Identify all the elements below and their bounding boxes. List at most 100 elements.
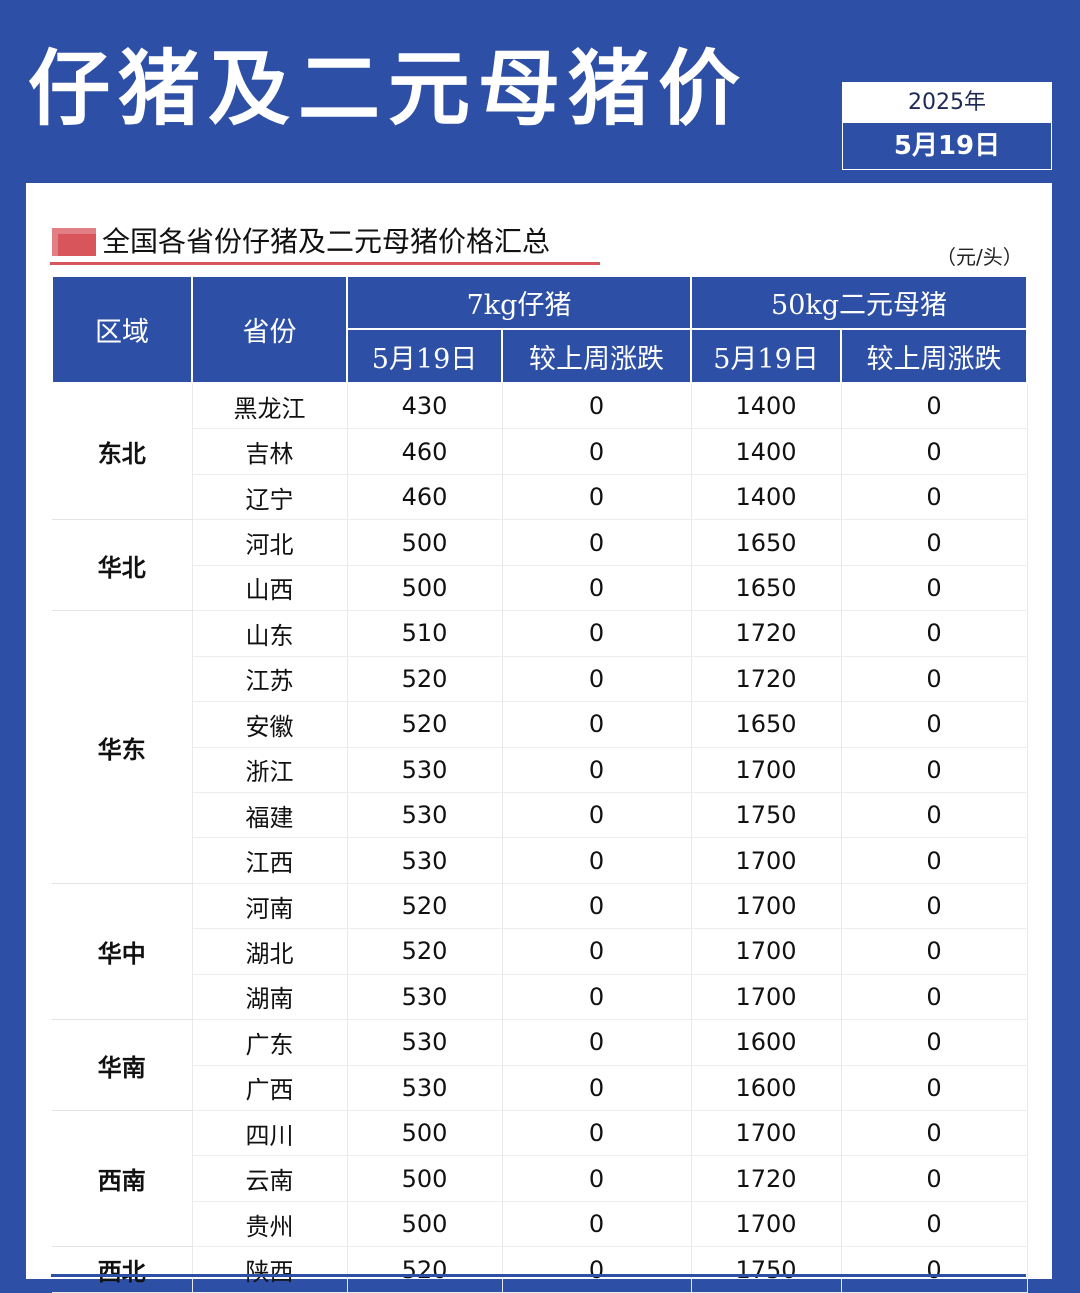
piglet-change-cell: 0 bbox=[502, 656, 692, 703]
table-body: 东北 黑龙江 430 0 1400 0 吉林 460 0 1400 0 辽宁 460 0 1400 0 华北 河北… bbox=[52, 383, 1028, 1293]
header-sow-group: 50kg二元母猪 bbox=[690, 275, 1029, 330]
piglet-change-cell: 0 bbox=[502, 474, 692, 521]
sow-cell: 1700 bbox=[691, 1110, 842, 1157]
piglet-cell: 500 bbox=[347, 1110, 503, 1157]
piglet-change-cell: 0 bbox=[502, 1155, 692, 1202]
sow-change-cell: 0 bbox=[841, 1019, 1028, 1066]
sow-cell: 1700 bbox=[691, 747, 842, 793]
province-cell: 安徽 bbox=[192, 701, 348, 748]
sow-change-cell: 0 bbox=[841, 474, 1028, 521]
sow-change-cell: 0 bbox=[841, 610, 1028, 657]
sow-cell: 1400 bbox=[691, 383, 842, 430]
table-row: 江西 530 0 1700 0 bbox=[52, 837, 1028, 884]
price-table: 区域 省份 7kg仔猪 50kg二元母猪 5月19日 较上周涨跌 5月19日 较… bbox=[51, 275, 1029, 1293]
table-row: 安徽 520 0 1650 0 bbox=[52, 701, 1028, 748]
piglet-change-cell: 0 bbox=[502, 747, 692, 793]
sow-change-cell: 0 bbox=[841, 1110, 1028, 1157]
table-row: 东北 黑龙江 430 0 1400 0 bbox=[52, 383, 1028, 521]
region-cell: 西北 bbox=[52, 1246, 193, 1293]
sow-change-cell: 0 bbox=[841, 928, 1028, 975]
province-cell: 广东 bbox=[192, 1019, 348, 1066]
province-cell: 黑龙江 bbox=[192, 383, 348, 430]
table-row: 华南 广东 530 0 1600 0 bbox=[52, 1019, 1028, 1111]
sow-cell: 1400 bbox=[691, 474, 842, 521]
piglet-cell: 510 bbox=[347, 610, 503, 657]
piglet-cell: 520 bbox=[347, 883, 503, 930]
header-piglet-change: 较上周涨跌 bbox=[500, 328, 693, 384]
piglet-cell: 500 bbox=[347, 1201, 503, 1248]
table-bottom-rule bbox=[51, 1274, 1026, 1277]
sow-change-cell: 0 bbox=[841, 701, 1028, 748]
sow-cell: 1650 bbox=[691, 565, 842, 612]
header-piglet-date: 5月19日 bbox=[346, 328, 503, 384]
table-row: 山西 500 0 1650 0 bbox=[52, 565, 1028, 612]
sow-change-cell: 0 bbox=[841, 747, 1028, 793]
sow-cell: 1700 bbox=[691, 1201, 842, 1248]
table-row: 吉林 460 0 1400 0 bbox=[52, 428, 1028, 475]
table-row: 湖北 520 0 1700 0 bbox=[52, 928, 1028, 975]
region-cell: 东北 bbox=[52, 383, 193, 521]
date-box: 2025年 5月19日 bbox=[842, 82, 1052, 170]
sow-cell: 1700 bbox=[691, 837, 842, 884]
region-cell: 华南 bbox=[52, 1019, 193, 1111]
piglet-cell: 500 bbox=[347, 565, 503, 612]
piglet-cell: 460 bbox=[347, 474, 503, 521]
table-row: 广西 530 0 1600 0 bbox=[52, 1065, 1028, 1112]
page-title: 仔猪及二元母猪价 bbox=[28, 42, 749, 137]
date-year: 2025年 bbox=[843, 83, 1051, 123]
piglet-cell: 520 bbox=[347, 656, 503, 703]
province-cell: 河南 bbox=[192, 883, 348, 930]
province-cell: 陕西 bbox=[192, 1246, 348, 1293]
province-cell: 山西 bbox=[192, 565, 348, 612]
sow-cell: 1700 bbox=[691, 883, 842, 930]
sow-change-cell: 0 bbox=[841, 792, 1028, 839]
sow-change-cell: 0 bbox=[841, 1155, 1028, 1202]
table-row: 华北 河北 500 0 1650 0 bbox=[52, 519, 1028, 612]
table-row: 贵州 500 0 1700 0 bbox=[52, 1201, 1028, 1248]
sow-change-cell: 0 bbox=[841, 565, 1028, 612]
sow-cell: 1650 bbox=[691, 519, 842, 566]
sow-change-cell: 0 bbox=[841, 974, 1028, 1021]
piglet-cell: 520 bbox=[347, 701, 503, 748]
piglet-change-cell: 0 bbox=[502, 1110, 692, 1157]
piglet-cell: 530 bbox=[347, 747, 503, 793]
province-cell: 河北 bbox=[192, 519, 348, 566]
table-row: 云南 500 0 1720 0 bbox=[52, 1155, 1028, 1202]
piglet-change-cell: 0 bbox=[502, 928, 692, 975]
header-sow-date: 5月19日 bbox=[690, 328, 843, 384]
piglet-change-cell: 0 bbox=[502, 383, 692, 430]
sow-change-cell: 0 bbox=[841, 837, 1028, 884]
province-cell: 湖北 bbox=[192, 928, 348, 975]
sow-cell: 1750 bbox=[691, 792, 842, 839]
sow-change-cell: 0 bbox=[841, 383, 1028, 430]
piglet-change-cell: 0 bbox=[502, 610, 692, 657]
piglet-cell: 500 bbox=[347, 1155, 503, 1202]
sow-change-cell: 0 bbox=[841, 519, 1028, 566]
province-cell: 山东 bbox=[192, 610, 348, 657]
unit-label: （元/头） bbox=[936, 245, 1023, 269]
sow-cell: 1400 bbox=[691, 428, 842, 475]
sow-change-cell: 0 bbox=[841, 1065, 1028, 1112]
piglet-change-cell: 0 bbox=[502, 701, 692, 748]
province-cell: 江西 bbox=[192, 837, 348, 884]
piglet-change-cell: 0 bbox=[502, 792, 692, 839]
piglet-cell: 520 bbox=[347, 1246, 503, 1293]
table-row: 辽宁 460 0 1400 0 bbox=[52, 474, 1028, 521]
piglet-cell: 530 bbox=[347, 974, 503, 1021]
sow-cell: 1650 bbox=[691, 701, 842, 748]
table-row: 浙江 530 0 1700 0 bbox=[52, 747, 1028, 793]
piglet-change-cell: 0 bbox=[502, 1065, 692, 1112]
province-cell: 云南 bbox=[192, 1155, 348, 1202]
sow-cell: 1720 bbox=[691, 610, 842, 657]
table-row: 华东 山东 510 0 1720 0 bbox=[52, 610, 1028, 884]
region-cell: 华北 bbox=[52, 519, 193, 612]
sow-change-cell: 0 bbox=[841, 1246, 1028, 1293]
table-row: 西南 四川 500 0 1700 0 bbox=[52, 1110, 1028, 1248]
piglet-cell: 530 bbox=[347, 1019, 503, 1066]
sow-cell: 1700 bbox=[691, 974, 842, 1021]
piglet-change-cell: 0 bbox=[502, 837, 692, 884]
sow-change-cell: 0 bbox=[841, 1201, 1028, 1248]
piglet-cell: 530 bbox=[347, 837, 503, 884]
sow-change-cell: 0 bbox=[841, 428, 1028, 475]
sow-cell: 1600 bbox=[691, 1019, 842, 1066]
